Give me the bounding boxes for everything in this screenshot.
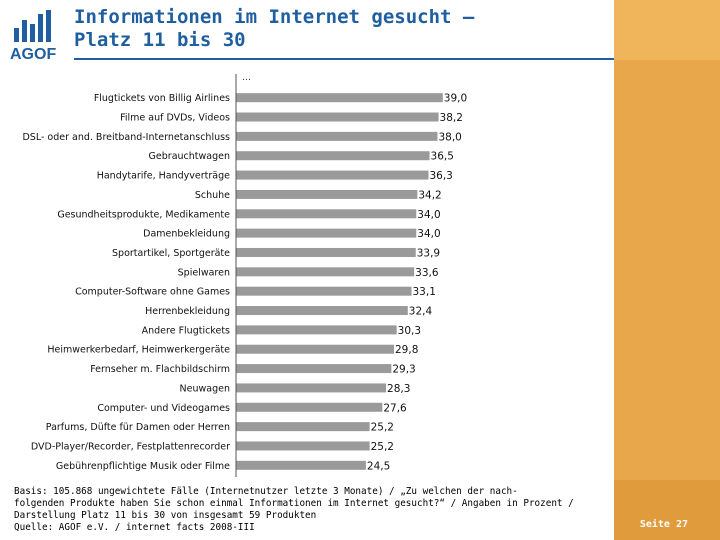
- category-label: Herrenbekleidung: [145, 306, 230, 317]
- data-label: 28,3: [387, 383, 410, 395]
- data-label: 39,0: [444, 93, 467, 105]
- data-label: 27,6: [383, 402, 407, 414]
- bar: [236, 364, 392, 374]
- data-label: 38,0: [438, 131, 461, 143]
- logo-bar-4: [38, 14, 43, 42]
- category-label: Computer-Software ohne Games: [75, 287, 230, 298]
- data-label: 24,5: [367, 460, 390, 472]
- category-label: Fernseher m. Flachbildschirm: [90, 364, 230, 375]
- title-rule: [74, 58, 614, 60]
- logo-bar-3: [30, 24, 35, 42]
- footnote-line2: folgenden Produkte haben Sie schon einma…: [14, 498, 574, 509]
- category-label: Spielwaren: [178, 267, 230, 278]
- data-label: 34,0: [417, 228, 440, 240]
- bar-chart: … Flugtickets von Billig Airlines 39,0 Film…: [22, 73, 467, 477]
- category-label: Neuwagen: [180, 383, 230, 394]
- side-band: Seite 27: [614, 0, 720, 540]
- data-label: 25,2: [371, 441, 394, 453]
- data-label: 34,0: [417, 209, 440, 221]
- bar: [236, 306, 408, 316]
- category-label: DSL- oder and. Breitband-Internetanschlu…: [22, 132, 230, 143]
- category-label: Schuhe: [195, 190, 230, 201]
- side-band-top: [614, 0, 720, 60]
- footnote-line1: Basis: 105.868 ungewichtete Fälle (Inter…: [14, 486, 518, 497]
- page-number: Seite 27: [639, 519, 688, 530]
- category-label: Gesundheitsprodukte, Medikamente: [57, 209, 230, 220]
- bar: [236, 402, 383, 412]
- bar: [236, 383, 387, 393]
- bar: [236, 112, 439, 122]
- category-label: Parfums, Düfte für Damen oder Herren: [46, 422, 230, 433]
- data-label: 33,1: [413, 286, 436, 298]
- bar: [236, 460, 366, 470]
- page-title: Informationen im Internet gesucht – Plat…: [74, 6, 634, 52]
- category-label: Handytarife, Handyverträge: [97, 171, 230, 182]
- data-label: 29,3: [392, 364, 415, 376]
- page-title-line2: Platz 11 bis 30: [74, 29, 246, 51]
- side-band-bottom: [614, 480, 720, 540]
- bar: [236, 228, 417, 238]
- bar: [236, 131, 438, 141]
- data-label: 36,5: [431, 151, 454, 163]
- logo-bar-5: [46, 10, 51, 42]
- bar: [236, 189, 418, 199]
- bar: [236, 422, 370, 432]
- bar: [236, 286, 412, 296]
- category-label: Gebrauchtwagen: [149, 151, 230, 162]
- bar: [236, 170, 429, 180]
- category-label: Flugtickets von Billig Airlines: [94, 93, 230, 104]
- logo-text: AGOF: [10, 46, 56, 63]
- logo-bar-2: [22, 20, 27, 42]
- data-label: 33,6: [415, 267, 439, 279]
- bar: [236, 93, 443, 103]
- footnote-line3: Darstellung Platz 11 bis 30 von insgesam…: [14, 510, 317, 521]
- category-label: Sportartikel, Sportgeräte: [112, 248, 230, 259]
- bar: [236, 267, 415, 277]
- footnote: Basis: 105.868 ungewichtete Fälle (Inter…: [14, 486, 614, 534]
- category-label: Filme auf DVDs, Videos: [120, 113, 230, 124]
- agof-logo: AGOF: [10, 10, 56, 63]
- category-label: Andere Flugtickets: [142, 325, 230, 336]
- data-label: 33,9: [417, 247, 440, 259]
- category-label: DVD-Player/Recorder, Festplattenrecorder: [31, 441, 230, 452]
- data-label: 30,3: [398, 325, 421, 337]
- data-label: 25,2: [371, 422, 394, 434]
- bar: [236, 209, 417, 219]
- category-label: Heimwerkerbedarf, Heimwerkergeräte: [47, 345, 230, 356]
- category-label: Damenbekleidung: [143, 229, 230, 240]
- bar: [236, 151, 430, 161]
- footnote-line4: Quelle: AGOF e.V. / internet facts 2008-…: [14, 522, 255, 533]
- bar: [236, 247, 416, 257]
- data-label: 32,4: [409, 306, 433, 318]
- bar: [236, 344, 395, 354]
- category-label: Computer- und Videogames: [97, 403, 230, 414]
- logo-bar-1: [14, 28, 19, 42]
- bar: [236, 441, 370, 451]
- category-label: Gebührenpflichtige Musik oder Filme: [56, 461, 230, 472]
- data-label: 29,8: [395, 344, 418, 356]
- bar: [236, 325, 397, 335]
- data-label: 36,3: [429, 170, 452, 182]
- data-label: 38,2: [440, 112, 463, 124]
- page-title-line1: Informationen im Internet gesucht –: [74, 6, 475, 28]
- data-label: 34,2: [418, 189, 441, 201]
- truncation-marker: …: [242, 73, 251, 83]
